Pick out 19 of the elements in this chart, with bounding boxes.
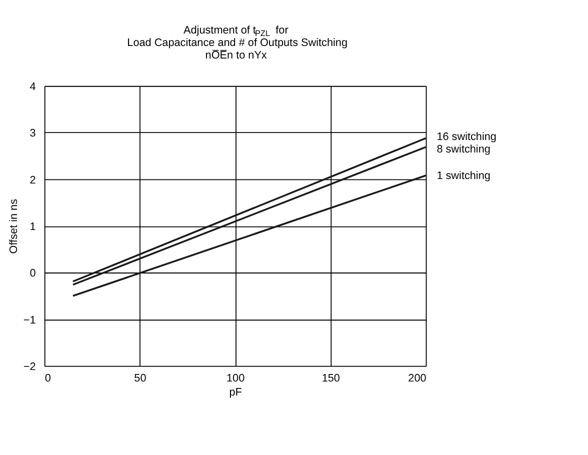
y-tick-label: 3 xyxy=(30,128,36,140)
x-tick-label: 0 xyxy=(44,372,51,385)
y-tick-label: 4 xyxy=(30,81,36,93)
text: nO̅E̅n to nYx xyxy=(205,50,267,62)
y-tick-label: 0 xyxy=(30,268,36,280)
y-tick-label: 2 xyxy=(30,174,36,186)
series-label: 16 switching xyxy=(436,130,496,143)
x-tick-label: 150 xyxy=(322,372,340,385)
x-tick-label: 200 xyxy=(408,372,426,385)
series-label: 1 switching xyxy=(436,170,490,182)
x-axis-title: pF xyxy=(229,386,242,398)
series-label: 8 switching xyxy=(436,144,490,156)
y-tick-label: 1 xyxy=(30,220,36,233)
y-axis-title: Offset in ns xyxy=(8,198,20,254)
x-tick-label: 50 xyxy=(134,372,146,385)
text: Load Capacitance and # of Outputs Switching xyxy=(127,37,348,50)
y-tick-label: −1 xyxy=(23,314,36,326)
x-tick-label: 100 xyxy=(226,372,245,385)
y-tick-label: −2 xyxy=(23,360,36,373)
